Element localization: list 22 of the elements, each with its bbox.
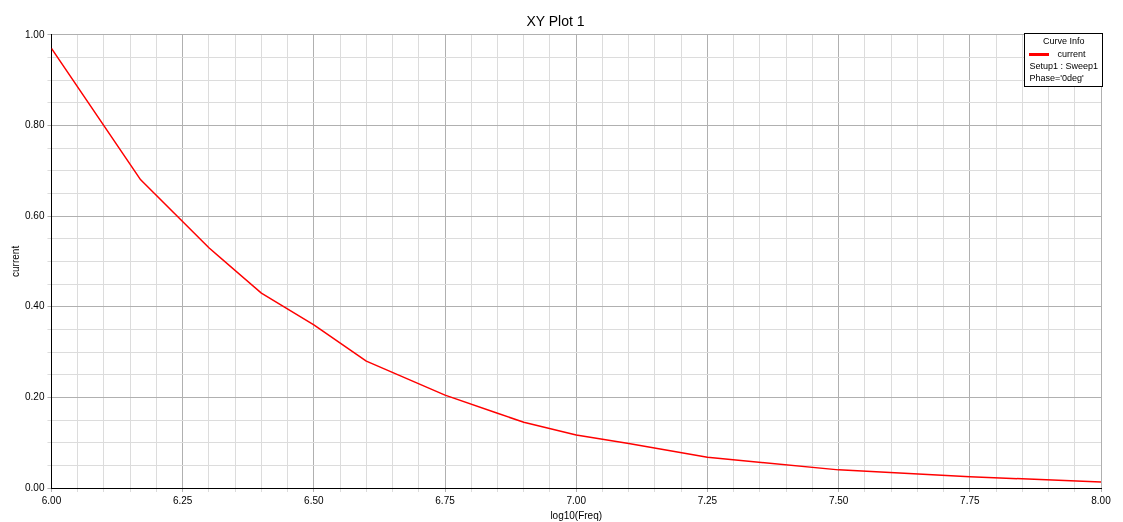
y-tick-label: 0.00 [24, 481, 45, 493]
y-tick-label: 0.80 [24, 119, 45, 131]
x-tick-label: 7.50 [828, 494, 849, 506]
x-tick-label: 6.75 [435, 494, 456, 506]
y-tick-label: 0.40 [24, 300, 45, 312]
y-tick-label: 1.00 [24, 28, 45, 40]
legend-label: current [1056, 48, 1087, 60]
x-axis-title: log10(Freq) [550, 509, 603, 521]
y-tick-label: 0.20 [24, 391, 45, 403]
x-tick-label: 6.25 [172, 494, 193, 506]
annotation: Phase='0deg' [1028, 72, 1085, 84]
x-tick-label: 7.00 [566, 494, 587, 506]
y-axis-title: current [9, 245, 21, 277]
x-tick-label: 6.00 [41, 494, 62, 506]
legend-title: Curve Info [1041, 35, 1086, 48]
annotation: Setup1 : Sweep1 [1028, 60, 1099, 72]
x-tick-label: 7.25 [697, 494, 718, 506]
x-tick-label: 6.50 [304, 494, 325, 506]
y-tick-label: 0.60 [24, 209, 45, 221]
x-tick-label: 7.75 [960, 494, 980, 506]
chart-title: XY Plot 1 [526, 13, 585, 30]
x-tick-label: 8.00 [1091, 494, 1112, 506]
